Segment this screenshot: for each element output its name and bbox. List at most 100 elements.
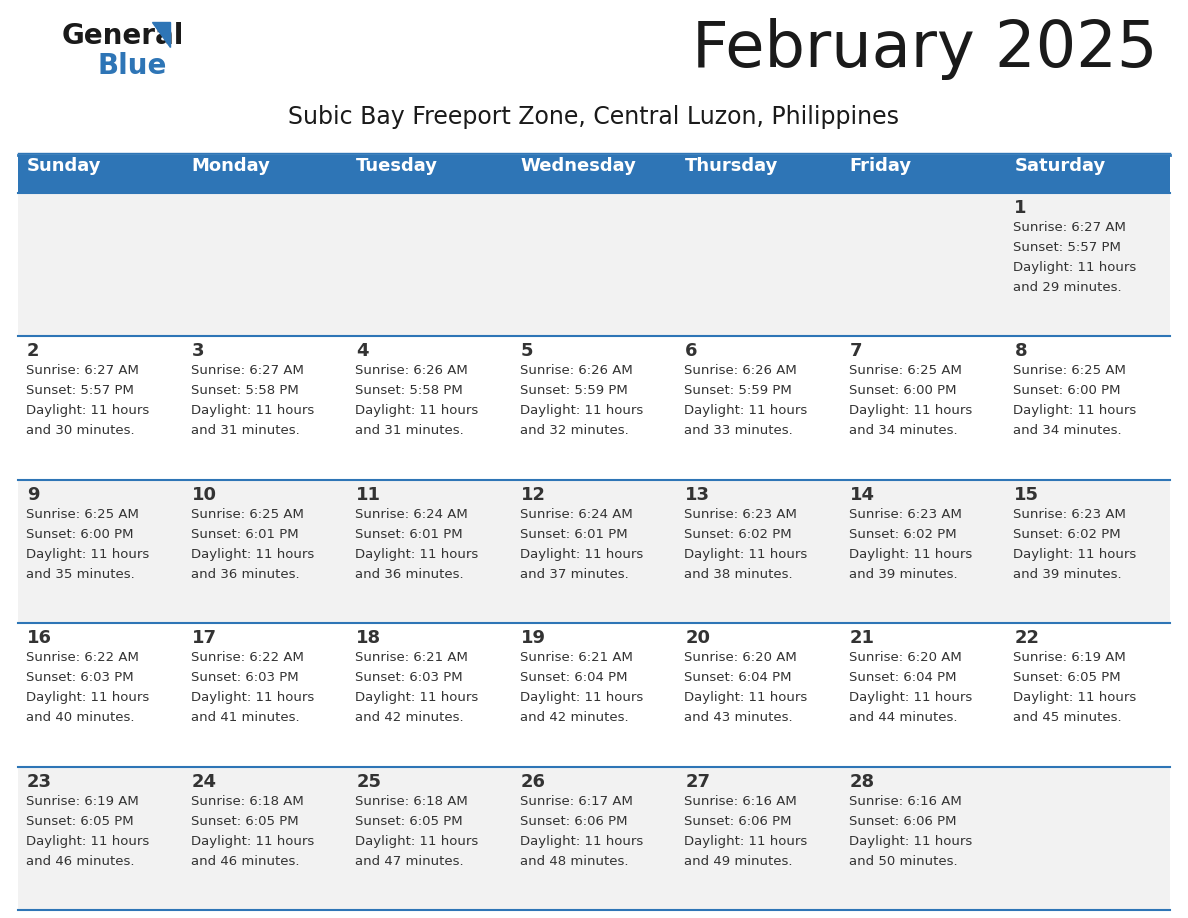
Text: Sunset: 6:06 PM: Sunset: 6:06 PM xyxy=(849,814,956,828)
Bar xyxy=(18,623,1170,767)
Text: Saturday: Saturday xyxy=(1015,157,1106,175)
Text: 25: 25 xyxy=(356,773,381,790)
Text: and 43 minutes.: and 43 minutes. xyxy=(684,711,792,724)
Text: Sunset: 6:05 PM: Sunset: 6:05 PM xyxy=(190,814,298,828)
Text: Daylight: 11 hours: Daylight: 11 hours xyxy=(519,691,643,704)
Text: 14: 14 xyxy=(849,486,874,504)
Text: 17: 17 xyxy=(191,629,216,647)
Text: Daylight: 11 hours: Daylight: 11 hours xyxy=(684,691,808,704)
Text: Sunset: 6:01 PM: Sunset: 6:01 PM xyxy=(355,528,463,541)
Bar xyxy=(18,193,1170,336)
Text: Sunrise: 6:25 AM: Sunrise: 6:25 AM xyxy=(26,508,139,521)
Text: Daylight: 11 hours: Daylight: 11 hours xyxy=(519,405,643,418)
Text: Daylight: 11 hours: Daylight: 11 hours xyxy=(519,834,643,847)
Text: Sunrise: 6:23 AM: Sunrise: 6:23 AM xyxy=(684,508,797,521)
Text: Sunrise: 6:16 AM: Sunrise: 6:16 AM xyxy=(684,795,797,808)
Text: Sunrise: 6:19 AM: Sunrise: 6:19 AM xyxy=(1013,651,1126,665)
Text: 12: 12 xyxy=(520,486,545,504)
Text: 28: 28 xyxy=(849,773,876,790)
Text: and 39 minutes.: and 39 minutes. xyxy=(849,568,958,581)
Text: Daylight: 11 hours: Daylight: 11 hours xyxy=(26,834,150,847)
Text: Daylight: 11 hours: Daylight: 11 hours xyxy=(26,691,150,704)
Text: Daylight: 11 hours: Daylight: 11 hours xyxy=(190,834,314,847)
Text: and 48 minutes.: and 48 minutes. xyxy=(519,855,628,868)
Text: Daylight: 11 hours: Daylight: 11 hours xyxy=(190,548,314,561)
Text: Daylight: 11 hours: Daylight: 11 hours xyxy=(1013,405,1137,418)
Text: Sunset: 6:04 PM: Sunset: 6:04 PM xyxy=(849,671,956,684)
Text: Sunrise: 6:22 AM: Sunrise: 6:22 AM xyxy=(26,651,139,665)
Text: and 44 minutes.: and 44 minutes. xyxy=(849,711,958,724)
Text: Sunrise: 6:26 AM: Sunrise: 6:26 AM xyxy=(519,364,632,377)
Text: and 34 minutes.: and 34 minutes. xyxy=(849,424,958,437)
Text: Sunset: 5:58 PM: Sunset: 5:58 PM xyxy=(190,385,298,397)
Text: Sunrise: 6:20 AM: Sunrise: 6:20 AM xyxy=(849,651,961,665)
Text: Sunrise: 6:23 AM: Sunrise: 6:23 AM xyxy=(1013,508,1126,521)
Text: Daylight: 11 hours: Daylight: 11 hours xyxy=(849,834,972,847)
Text: Daylight: 11 hours: Daylight: 11 hours xyxy=(849,691,972,704)
Text: and 35 minutes.: and 35 minutes. xyxy=(26,568,134,581)
Text: and 42 minutes.: and 42 minutes. xyxy=(355,711,463,724)
Text: Sunset: 6:06 PM: Sunset: 6:06 PM xyxy=(519,814,627,828)
Text: Wednesday: Wednesday xyxy=(520,157,637,175)
Text: Thursday: Thursday xyxy=(685,157,778,175)
Text: Sunset: 6:04 PM: Sunset: 6:04 PM xyxy=(519,671,627,684)
Text: Sunrise: 6:17 AM: Sunrise: 6:17 AM xyxy=(519,795,632,808)
Text: and 34 minutes.: and 34 minutes. xyxy=(1013,424,1121,437)
Bar xyxy=(18,336,1170,480)
Bar xyxy=(841,155,1005,193)
Text: Sunrise: 6:19 AM: Sunrise: 6:19 AM xyxy=(26,795,139,808)
Text: and 49 minutes.: and 49 minutes. xyxy=(684,855,792,868)
Text: and 30 minutes.: and 30 minutes. xyxy=(26,424,134,437)
Bar xyxy=(676,155,841,193)
Text: and 45 minutes.: and 45 minutes. xyxy=(1013,711,1121,724)
Bar xyxy=(18,155,183,193)
Text: Sunrise: 6:27 AM: Sunrise: 6:27 AM xyxy=(1013,221,1126,234)
Text: Sunset: 6:00 PM: Sunset: 6:00 PM xyxy=(26,528,133,541)
Text: Daylight: 11 hours: Daylight: 11 hours xyxy=(190,691,314,704)
Text: 6: 6 xyxy=(685,342,697,361)
Text: and 38 minutes.: and 38 minutes. xyxy=(684,568,792,581)
Text: and 47 minutes.: and 47 minutes. xyxy=(355,855,463,868)
Text: Sunrise: 6:24 AM: Sunrise: 6:24 AM xyxy=(355,508,468,521)
Text: and 33 minutes.: and 33 minutes. xyxy=(684,424,794,437)
Text: and 46 minutes.: and 46 minutes. xyxy=(190,855,299,868)
Text: Sunset: 6:00 PM: Sunset: 6:00 PM xyxy=(1013,385,1121,397)
Text: Daylight: 11 hours: Daylight: 11 hours xyxy=(355,405,479,418)
Text: Daylight: 11 hours: Daylight: 11 hours xyxy=(190,405,314,418)
Text: Tuesday: Tuesday xyxy=(356,157,438,175)
Text: General: General xyxy=(62,22,184,50)
Text: Sunrise: 6:23 AM: Sunrise: 6:23 AM xyxy=(849,508,962,521)
Text: Daylight: 11 hours: Daylight: 11 hours xyxy=(519,548,643,561)
Text: Sunrise: 6:22 AM: Sunrise: 6:22 AM xyxy=(190,651,303,665)
Text: 18: 18 xyxy=(356,629,381,647)
Text: Sunset: 5:59 PM: Sunset: 5:59 PM xyxy=(519,385,627,397)
Text: Sunset: 5:58 PM: Sunset: 5:58 PM xyxy=(355,385,463,397)
Text: Sunrise: 6:18 AM: Sunrise: 6:18 AM xyxy=(190,795,303,808)
Text: Sunrise: 6:27 AM: Sunrise: 6:27 AM xyxy=(190,364,303,377)
Text: 27: 27 xyxy=(685,773,710,790)
Text: and 31 minutes.: and 31 minutes. xyxy=(355,424,463,437)
Text: and 39 minutes.: and 39 minutes. xyxy=(1013,568,1121,581)
Text: 8: 8 xyxy=(1015,342,1028,361)
Text: 19: 19 xyxy=(520,629,545,647)
Text: 24: 24 xyxy=(191,773,216,790)
Text: 9: 9 xyxy=(27,486,39,504)
Text: Sunrise: 6:21 AM: Sunrise: 6:21 AM xyxy=(519,651,632,665)
Text: Daylight: 11 hours: Daylight: 11 hours xyxy=(684,548,808,561)
Text: Sunrise: 6:21 AM: Sunrise: 6:21 AM xyxy=(355,651,468,665)
Text: Sunset: 6:06 PM: Sunset: 6:06 PM xyxy=(684,814,791,828)
Bar xyxy=(18,480,1170,623)
Text: Sunset: 5:59 PM: Sunset: 5:59 PM xyxy=(684,385,792,397)
Text: and 42 minutes.: and 42 minutes. xyxy=(519,711,628,724)
Text: and 36 minutes.: and 36 minutes. xyxy=(355,568,463,581)
Text: and 31 minutes.: and 31 minutes. xyxy=(190,424,299,437)
Text: Sunset: 6:00 PM: Sunset: 6:00 PM xyxy=(849,385,956,397)
Text: Daylight: 11 hours: Daylight: 11 hours xyxy=(1013,691,1137,704)
Text: Sunset: 6:01 PM: Sunset: 6:01 PM xyxy=(190,528,298,541)
Text: 13: 13 xyxy=(685,486,710,504)
Text: 4: 4 xyxy=(356,342,368,361)
Text: Sunrise: 6:25 AM: Sunrise: 6:25 AM xyxy=(849,364,962,377)
Text: Sunset: 6:01 PM: Sunset: 6:01 PM xyxy=(519,528,627,541)
Text: and 41 minutes.: and 41 minutes. xyxy=(190,711,299,724)
Text: 20: 20 xyxy=(685,629,710,647)
